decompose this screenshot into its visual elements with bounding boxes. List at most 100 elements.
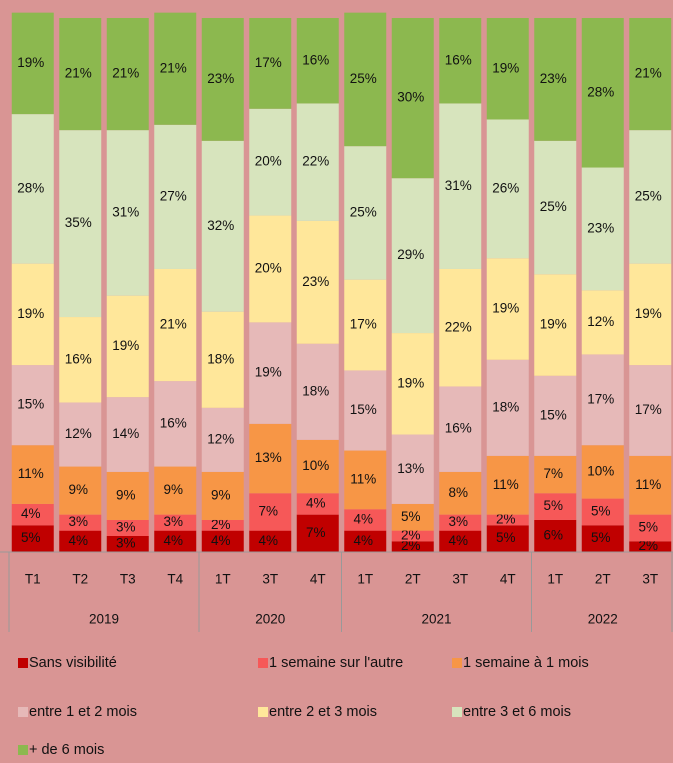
- bar-segment: [344, 279, 387, 371]
- group-label: 2022: [588, 612, 618, 627]
- bar-segment: [11, 503, 54, 526]
- x-tick-label: 1T: [357, 572, 373, 587]
- data-label: 2%: [211, 517, 231, 532]
- bar-segment: [59, 466, 102, 515]
- x-tick-label: 1T: [547, 572, 563, 587]
- bar-segment: [154, 514, 197, 531]
- bar-segment: [629, 514, 672, 542]
- legend-label: + de 6 mois: [29, 742, 104, 758]
- x-tick-label: 3T: [642, 572, 658, 587]
- group-label: 2019: [89, 612, 119, 627]
- data-label: 15%: [17, 397, 44, 412]
- bar-segment: [59, 130, 102, 318]
- data-label: 17%: [635, 402, 662, 417]
- data-label: 16%: [160, 415, 187, 430]
- bar-segment: [11, 525, 54, 552]
- bar-segment: [201, 18, 244, 141]
- data-label: 3%: [116, 536, 136, 551]
- legend-label: entre 1 et 2 mois: [29, 704, 137, 720]
- bar-segment: [534, 140, 577, 275]
- bar-segment: [59, 514, 102, 531]
- bar-segment: [534, 493, 577, 520]
- group-label: 2020: [255, 612, 285, 627]
- bar-segment: [59, 317, 102, 403]
- bar-segment: [486, 455, 529, 515]
- data-label: 28%: [17, 180, 44, 195]
- bar-segment: [106, 130, 149, 296]
- data-label: 4%: [448, 533, 468, 548]
- legend-swatch: [258, 707, 268, 717]
- data-label: 14%: [112, 426, 139, 441]
- bar-segment: [59, 402, 102, 467]
- data-label: 19%: [540, 317, 567, 332]
- data-label: 16%: [445, 52, 472, 67]
- bar-segment: [106, 295, 149, 398]
- data-label: 28%: [587, 84, 614, 99]
- data-label: 7%: [543, 466, 563, 481]
- data-label: 20%: [255, 154, 282, 169]
- data-label: 5%: [401, 509, 421, 524]
- bar-segment: [486, 18, 529, 120]
- data-label: 19%: [492, 60, 519, 75]
- data-label: 10%: [302, 458, 329, 473]
- data-label: 18%: [207, 351, 234, 366]
- bar-segment: [391, 178, 434, 334]
- bar-segment: [11, 263, 54, 366]
- bar-segment: [534, 18, 577, 141]
- data-label: 17%: [587, 391, 614, 406]
- bar-segment: [154, 268, 197, 382]
- group-label: 2021: [421, 612, 451, 627]
- legend-label: 1 semaine sur l'autre: [269, 655, 403, 671]
- x-tick-label: T1: [25, 572, 41, 587]
- bar-segment: [439, 18, 482, 104]
- data-label: 2%: [638, 538, 658, 553]
- data-label: 26%: [492, 180, 519, 195]
- bar-segment: [391, 530, 434, 542]
- data-label: 32%: [207, 218, 234, 233]
- data-label: 3%: [68, 514, 88, 529]
- bar-segment: [534, 375, 577, 456]
- data-label: 19%: [397, 375, 424, 390]
- data-label: 7%: [258, 504, 278, 519]
- bar-segment: [296, 493, 339, 515]
- data-label: 9%: [211, 487, 231, 502]
- bar-segment: [296, 103, 339, 221]
- data-label: 3%: [116, 520, 136, 535]
- bar-segment: [391, 541, 434, 552]
- legend-swatch: [258, 658, 268, 668]
- bar-segment: [534, 274, 577, 376]
- data-label: 25%: [350, 204, 377, 219]
- bar-segment: [106, 18, 149, 131]
- bar-segment: [201, 140, 244, 312]
- data-label: 21%: [65, 66, 92, 81]
- data-label: 17%: [255, 55, 282, 70]
- data-label: 11%: [350, 471, 376, 486]
- bar-segment: [249, 215, 292, 323]
- data-label: 12%: [587, 314, 614, 329]
- data-label: 25%: [540, 199, 567, 214]
- data-label: 22%: [445, 319, 472, 334]
- bar-segment: [439, 103, 482, 269]
- bar-segment: [344, 370, 387, 451]
- bar-segment: [154, 124, 197, 269]
- bar-segment: [106, 519, 149, 536]
- x-tick-label: T3: [120, 572, 136, 587]
- bar-segment: [11, 114, 54, 264]
- data-label: 4%: [353, 533, 373, 548]
- bar-segment: [106, 535, 149, 552]
- data-label: 11%: [493, 477, 519, 492]
- bar-segment: [391, 18, 434, 179]
- bar-segment: [11, 12, 54, 115]
- bar-segment: [629, 18, 672, 131]
- data-label: 12%: [207, 431, 234, 446]
- data-label: 5%: [543, 498, 563, 513]
- bar-segment: [154, 530, 197, 552]
- bar-segment: [581, 167, 624, 291]
- x-tick-label: 1T: [215, 572, 231, 587]
- bar-segment: [439, 514, 482, 531]
- legend-label: Sans visibilité: [29, 655, 117, 671]
- data-label: 16%: [65, 351, 92, 366]
- data-label: 29%: [397, 247, 424, 262]
- legend-swatch: [18, 658, 28, 668]
